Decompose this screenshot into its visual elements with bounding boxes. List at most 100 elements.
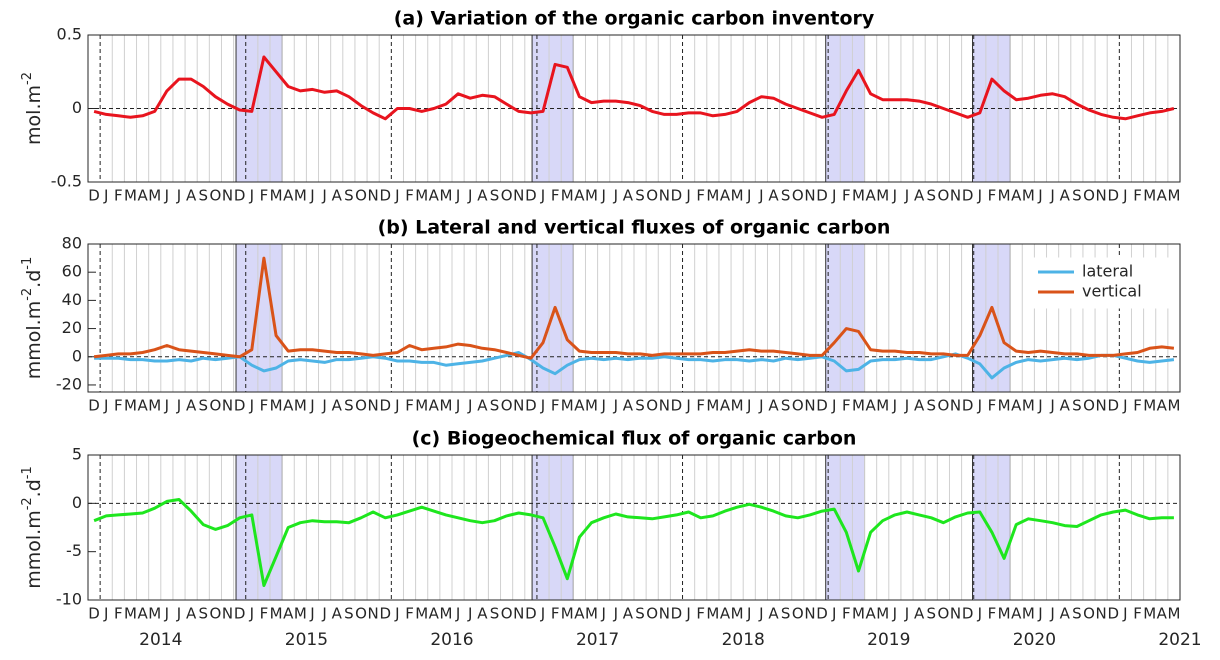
x-tick-label: S xyxy=(927,187,937,205)
x-tick-label: J xyxy=(394,605,399,623)
x-tick-label: N xyxy=(1096,397,1107,415)
x-tick-label: F xyxy=(405,397,414,415)
x-tick-label: M xyxy=(852,397,865,415)
x-tick-label: A xyxy=(720,187,731,205)
x-tick-label: A xyxy=(137,397,148,415)
x-tick-label: F xyxy=(988,397,997,415)
x-tick-label: A xyxy=(1157,187,1168,205)
x-tick-label: O xyxy=(792,605,804,623)
x-tick-label: F xyxy=(696,397,705,415)
x-tick-label: M xyxy=(585,397,598,415)
x-tick-label: J xyxy=(103,605,108,623)
x-tick-label: O xyxy=(646,397,658,415)
x-tick-label: D xyxy=(88,187,100,205)
x-tick-label: A xyxy=(186,187,197,205)
x-tick-label: M xyxy=(270,397,283,415)
x-tick-label: M xyxy=(998,397,1011,415)
y-axis-label-part: .d xyxy=(23,270,45,288)
x-tick-label: D xyxy=(525,397,537,415)
x-tick-label: M xyxy=(270,605,283,623)
x-tick-label: A xyxy=(914,397,925,415)
x-tick-label: M xyxy=(706,397,719,415)
y-axis-label-sup: -1 xyxy=(20,466,35,479)
axes-frame xyxy=(87,454,1181,601)
x-tick-label: M xyxy=(1022,397,1035,415)
x-tick-label: A xyxy=(574,605,585,623)
x-tick-label: F xyxy=(696,187,705,205)
x-tick-label: S xyxy=(635,605,645,623)
series-line xyxy=(93,55,1175,121)
x-tick-label: N xyxy=(368,397,379,415)
x-tick-label: N xyxy=(368,187,379,205)
x-tick-label: M xyxy=(294,187,307,205)
x-tick-label: J xyxy=(540,605,545,623)
x-tick-label: D xyxy=(816,397,828,415)
axes-frame xyxy=(87,34,1181,183)
x-tick-label: J xyxy=(600,397,605,415)
x-tick-label: J xyxy=(892,397,897,415)
x-tick-label: A xyxy=(477,605,488,623)
x-tick-label: J xyxy=(685,397,690,415)
y-tick-label: -20 xyxy=(56,374,82,393)
x-tick-label: D xyxy=(962,397,974,415)
x-tick-label: N xyxy=(950,397,961,415)
x-tick-label: M xyxy=(706,187,719,205)
x-tick-label: A xyxy=(1157,605,1168,623)
x-tick-label: A xyxy=(1011,187,1022,205)
x-tick-label: J xyxy=(831,187,836,205)
x-tick-label: M xyxy=(415,187,428,205)
x-tick-label: M xyxy=(561,187,574,205)
legend-label: vertical xyxy=(1082,282,1142,301)
x-tick-label: O xyxy=(501,605,513,623)
x-tick-label: N xyxy=(513,397,524,415)
year-label: 2020 xyxy=(1013,630,1056,650)
x-tick-label: J xyxy=(455,397,460,415)
x-tick-label: M xyxy=(585,187,598,205)
x-tick-label: D xyxy=(234,605,246,623)
x-tick-label: A xyxy=(429,187,440,205)
x-tick-label: S xyxy=(927,605,937,623)
x-tick-label: A xyxy=(768,187,779,205)
x-tick-label: J xyxy=(904,397,909,415)
x-tick-label: M xyxy=(876,605,889,623)
highlight-span xyxy=(972,454,1011,601)
x-tick-label: A xyxy=(865,605,876,623)
x-tick-label: J xyxy=(249,187,254,205)
x-tick-label: J xyxy=(309,187,314,205)
x-tick-label: J xyxy=(1049,397,1054,415)
x-tick-label: M xyxy=(439,397,452,415)
y-axis-label-sup: -1 xyxy=(20,257,35,270)
x-tick-label: S xyxy=(635,187,645,205)
x-tick-label: A xyxy=(332,187,343,205)
x-tick-label: M xyxy=(148,397,161,415)
x-tick-label: M xyxy=(148,605,161,623)
highlight-span xyxy=(235,454,283,601)
x-tick-label: J xyxy=(1037,605,1042,623)
x-tick-label: A xyxy=(186,397,197,415)
x-tick-label: N xyxy=(513,187,524,205)
x-tick-label: J xyxy=(103,397,108,415)
x-tick-label: J xyxy=(1122,605,1127,623)
x-tick-label: D xyxy=(671,187,683,205)
x-tick-label: M xyxy=(1143,605,1156,623)
x-tick-label: N xyxy=(950,187,961,205)
panel-title: (c) Biogeochemical flux of organic carbo… xyxy=(412,428,857,450)
x-tick-label: S xyxy=(199,187,209,205)
x-tick-label: F xyxy=(1133,605,1142,623)
x-tick-label: A xyxy=(429,605,440,623)
x-tick-label: F xyxy=(260,397,269,415)
x-tick-label: A xyxy=(865,397,876,415)
x-tick-label: O xyxy=(355,187,367,205)
x-tick-label: N xyxy=(1096,187,1107,205)
x-tick-label: F xyxy=(696,605,705,623)
x-tick-label: J xyxy=(1122,397,1127,415)
legend-label: lateral xyxy=(1082,262,1133,281)
x-tick-label: F xyxy=(114,605,123,623)
x-tick-label: F xyxy=(114,397,123,415)
x-tick-label: N xyxy=(950,605,961,623)
x-tick-label: J xyxy=(249,605,254,623)
x-tick-label: J xyxy=(758,605,763,623)
y-tick-label: 5 xyxy=(72,445,82,464)
x-tick-label: O xyxy=(792,397,804,415)
x-tick-label: M xyxy=(124,605,137,623)
